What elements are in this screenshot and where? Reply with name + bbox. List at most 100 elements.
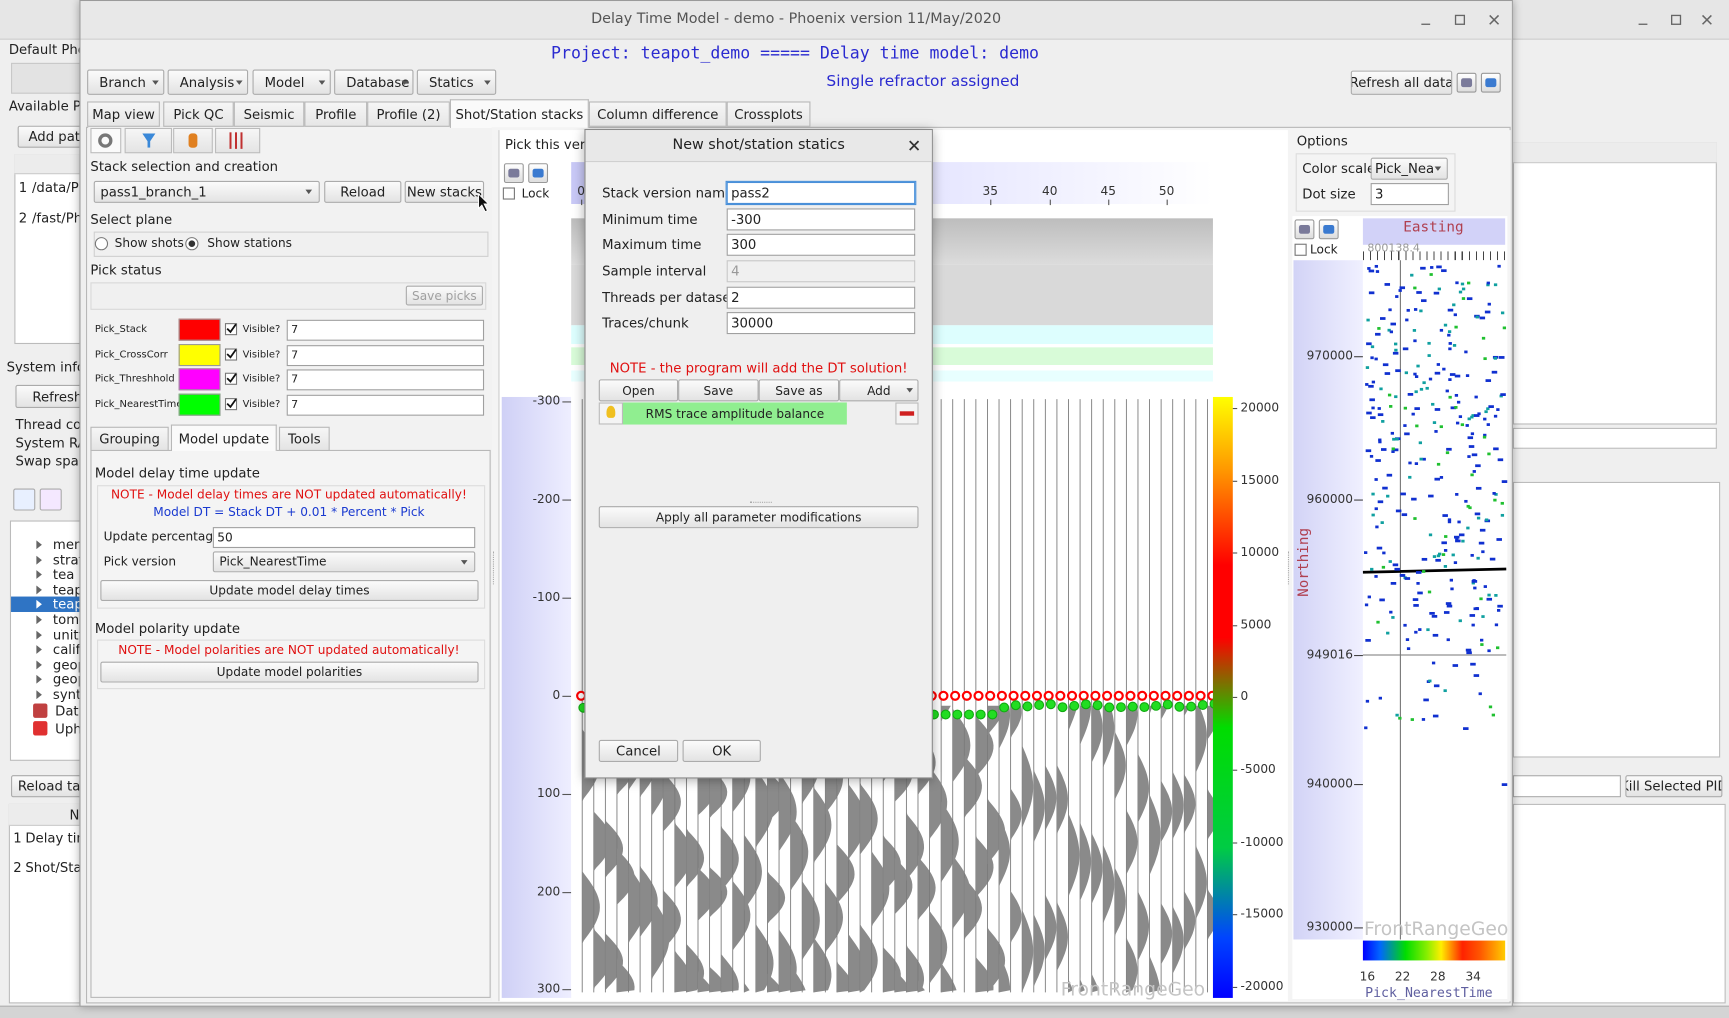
ok-button[interactable]: OK bbox=[682, 739, 761, 762]
field-input[interactable]: -300 bbox=[726, 207, 916, 230]
menu-button[interactable]: Database bbox=[334, 69, 414, 95]
field-input[interactable]: 4 bbox=[726, 260, 916, 283]
apply-button[interactable]: Apply all parameter modifications bbox=[598, 506, 919, 529]
x-tick bbox=[1166, 199, 1168, 206]
x-axis-title: Easting bbox=[1403, 219, 1464, 236]
checkbox[interactable] bbox=[1294, 243, 1307, 256]
menu-button[interactable]: Branch bbox=[87, 69, 165, 95]
checkmark bbox=[226, 398, 237, 409]
flow-button[interactable]: Open bbox=[598, 379, 679, 402]
plane-option: Show shots bbox=[114, 235, 184, 251]
dropdown-arrow bbox=[1434, 166, 1442, 171]
checkbox[interactable] bbox=[502, 187, 515, 200]
label: Pick version bbox=[103, 554, 177, 569]
tree-item: tea bbox=[52, 566, 75, 583]
sub-tab[interactable]: Tools bbox=[278, 426, 330, 451]
percentage-input[interactable]: 50 bbox=[212, 527, 476, 549]
traces-icon bbox=[229, 132, 245, 149]
kill-pid-button[interactable]: Kill Selected PID bbox=[1625, 775, 1723, 798]
flow-button[interactable]: Save bbox=[678, 379, 759, 402]
dot-size-input[interactable]: 3 bbox=[1370, 183, 1449, 206]
tree-arrow bbox=[36, 555, 42, 565]
colorbar-tick bbox=[1232, 480, 1238, 482]
tab[interactable]: Seismic bbox=[233, 101, 305, 127]
combo-box[interactable]: pass1_branch_1 bbox=[93, 180, 320, 203]
colorbar-label: 15000 bbox=[1240, 472, 1280, 487]
refresh-button[interactable]: Refresh bbox=[15, 384, 100, 408]
tree-arrow bbox=[36, 675, 42, 685]
refresh-all-button[interactable]: Refresh all data bbox=[1350, 70, 1453, 95]
pick-color[interactable] bbox=[178, 343, 221, 366]
menu-button[interactable]: Analysis bbox=[167, 69, 249, 95]
sub-tab[interactable]: Grouping bbox=[90, 426, 169, 451]
pick-value[interactable]: 7 bbox=[286, 394, 485, 416]
arrow-glyph bbox=[36, 540, 42, 550]
pick-value[interactable]: 7 bbox=[286, 319, 485, 341]
visible-label: Visible? bbox=[242, 324, 281, 336]
tab[interactable]: Profile (2) bbox=[367, 101, 450, 127]
map-y-tick bbox=[1354, 927, 1363, 929]
label: Default Pho bbox=[8, 41, 86, 58]
menu-button[interactable]: Statics bbox=[416, 69, 497, 95]
arrow-glyph bbox=[235, 80, 243, 85]
sub-tab[interactable]: Model update bbox=[170, 424, 277, 451]
arrow-glyph bbox=[36, 645, 42, 655]
remove-glyph bbox=[899, 411, 915, 416]
right-table-b bbox=[1512, 481, 1721, 758]
update-delay-button[interactable]: Update model delay times bbox=[100, 580, 479, 601]
process-item[interactable]: RMS trace amplitude balance bbox=[623, 402, 847, 425]
icon-tab[interactable] bbox=[124, 127, 173, 154]
cancel-button[interactable]: Cancel bbox=[598, 739, 679, 762]
field-input[interactable]: pass2 bbox=[726, 181, 916, 204]
pick-color[interactable] bbox=[178, 393, 221, 416]
dialog-close bbox=[909, 140, 920, 151]
pick-version-combo[interactable]: Pick_NearestTime bbox=[212, 551, 476, 573]
pick-color[interactable] bbox=[178, 368, 221, 391]
colorbar-label: -15000 bbox=[1240, 906, 1284, 921]
radio-button[interactable] bbox=[94, 237, 109, 251]
stack-icon[interactable] bbox=[39, 488, 62, 511]
refresh-icon[interactable] bbox=[13, 488, 36, 511]
pick-name: Pick_Stack bbox=[94, 324, 148, 336]
delay-box bbox=[97, 485, 486, 609]
dialog-titlebar bbox=[585, 130, 932, 163]
tab[interactable]: Pick QC bbox=[163, 101, 234, 127]
menu-button[interactable]: Model bbox=[252, 69, 331, 95]
tab[interactable]: Shot/Station stacks bbox=[449, 99, 589, 128]
tab[interactable]: Crossplots bbox=[726, 101, 811, 127]
tree-item: teap bbox=[52, 581, 83, 598]
tab[interactable]: Column difference bbox=[588, 101, 727, 127]
y-tick bbox=[562, 401, 572, 403]
pick-value[interactable]: 7 bbox=[286, 344, 485, 366]
pick-color[interactable] bbox=[178, 318, 221, 341]
new-stacks-button[interactable]: New stacks bbox=[404, 180, 485, 203]
lock-label: Lock bbox=[521, 186, 550, 201]
save-picks-button[interactable]: Save picks bbox=[405, 285, 483, 306]
tree-item: synt bbox=[52, 686, 82, 703]
arrow-glyph bbox=[36, 660, 42, 670]
colorbar-tick bbox=[1232, 769, 1238, 771]
colorbar-tick bbox=[1232, 624, 1238, 627]
system-stat: Swap spac bbox=[15, 453, 87, 469]
field-input[interactable]: 30000 bbox=[726, 312, 916, 335]
tab[interactable]: Profile bbox=[304, 101, 368, 127]
tab[interactable]: Map view bbox=[87, 101, 160, 127]
flow-button[interactable]: Save as bbox=[758, 379, 840, 402]
camera-glyph bbox=[1485, 78, 1497, 88]
arrow-glyph bbox=[460, 560, 468, 565]
update-polarity-button[interactable]: Update model polarities bbox=[100, 661, 479, 683]
check-glyph bbox=[226, 323, 237, 334]
colorbar-label: 5000 bbox=[1240, 617, 1272, 632]
reload-button[interactable]: Reload bbox=[324, 180, 402, 203]
flow-button[interactable]: Add bbox=[839, 379, 919, 402]
maximize-icon bbox=[1671, 14, 1682, 25]
x-tick-label: 40 bbox=[1042, 184, 1058, 199]
icon-tab[interactable] bbox=[90, 127, 122, 154]
color-scale-combo[interactable]: Pick_Nea bbox=[1370, 157, 1448, 180]
map-y-tick-label: 970000 bbox=[1306, 348, 1353, 363]
field-input[interactable]: 300 bbox=[726, 233, 916, 256]
reload-tables-button[interactable]: Reload tabl bbox=[11, 775, 100, 798]
field-input[interactable]: 2 bbox=[726, 286, 916, 309]
pick-value[interactable]: 7 bbox=[286, 369, 485, 391]
camera-glyph bbox=[1461, 78, 1473, 88]
